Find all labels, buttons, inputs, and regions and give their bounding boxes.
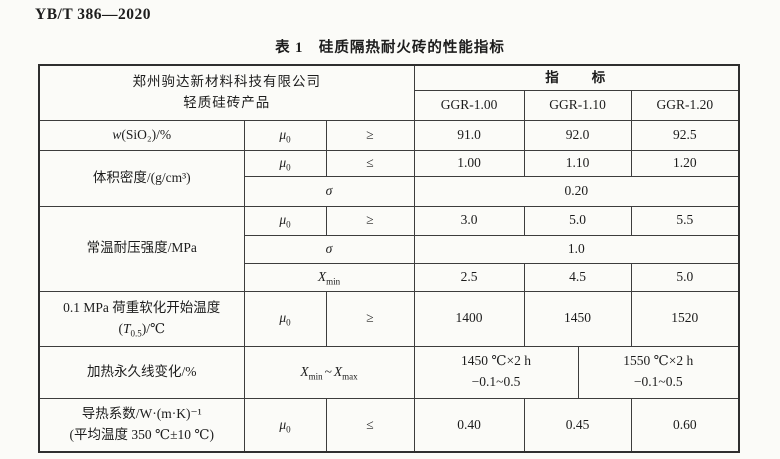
sio2-label-rest: (SiO₂)/% <box>121 126 172 142</box>
tilde-symbol: ~ <box>324 363 332 379</box>
xmin-subscript: min <box>308 371 323 382</box>
row-linear-change: 加热永久线变化/% Xmin ~ Xmax 1450 ℃×2 h −0.1~0.5 … <box>38 345 740 399</box>
property-label-crushing: 常温耐压强度/MPa <box>38 205 245 292</box>
mu-symbol: μ <box>279 154 287 170</box>
value-cell: 1450 <box>523 290 632 347</box>
stat-symbol-cell: μ0 <box>243 397 327 453</box>
xmin-symbol: X <box>300 363 309 379</box>
indicator-header-cell: 指 标 <box>413 64 740 91</box>
company-header-cell: 郑州驹达新材料科技有限公司 轻质硅砖产品 <box>38 64 415 121</box>
value-cell: 0.45 <box>523 397 632 453</box>
value-cell: 2.5 <box>413 262 525 292</box>
row-softening-temp: 0.1 MPa 荷重软化开始温度 (T0.5)/℃ μ0 ≥ 1400 1450… <box>38 290 740 347</box>
xmax-subscript: max <box>342 371 358 382</box>
property-label-sio2: w(SiO₂)/% <box>38 119 245 151</box>
value-cell-condition2: 1550 ℃×2 h −0.1~0.5 <box>577 345 740 399</box>
row-sio2: w(SiO₂)/% μ0 ≥ 91.0 92.0 92.5 <box>38 119 740 151</box>
xmin-symbol: X <box>317 268 327 284</box>
xrange-symbol-cell: Xmin ~ Xmax <box>243 345 415 399</box>
softening-label-post: )/℃ <box>141 320 166 336</box>
row-crushing-mu: 常温耐压强度/MPa μ0 ≥ 3.0 5.0 5.5 <box>38 205 740 292</box>
value-cell: 91.0 <box>413 119 525 151</box>
standard-code: YB/T 386—2020 <box>35 6 152 23</box>
row-crushing-xmin: Xmin 2.5 4.5 5.0 <box>39 262 740 292</box>
property-label-conductivity: 导热系数/W·(m·K)⁻¹ (平均温度 350 ℃±10 ℃) <box>38 397 245 453</box>
header-row-indicator: 郑州驹达新材料科技有限公司 轻质硅砖产品 指 标 <box>38 64 740 121</box>
row-thermal-conductivity: 导热系数/W·(m·K)⁻¹ (平均温度 350 ℃±10 ℃) μ0 ≤ 0.… <box>38 397 740 453</box>
header-row-grades: GGR-1.00 GGR-1.10 GGR-1.20 <box>39 89 740 121</box>
relation-symbol: ≥ <box>325 205 415 236</box>
mu-subscript: 0 <box>286 134 291 145</box>
table-caption: 表 1 硅质隔热耐火砖的性能指标 <box>275 40 505 56</box>
mu-symbol: μ <box>279 310 287 326</box>
grade-cell: GGR-1.00 <box>413 89 525 121</box>
softening-label-line2: (T0.5)/℃ <box>43 319 241 340</box>
condition2-range: −0.1~0.5 <box>633 374 683 389</box>
product-name: 轻质硅砖产品 <box>183 94 271 110</box>
t-symbol: T <box>122 320 131 336</box>
stat-symbol-cell: μ0 <box>243 205 327 236</box>
relation-symbol: ≥ <box>325 290 415 347</box>
row-bulk-density-mu: 体积密度/(g/cm³) μ0 ≤ 1.00 1.10 1.20 <box>38 149 740 207</box>
grade-cell: GGR-1.10 <box>523 89 632 121</box>
sio2-label-symbol: w <box>112 126 122 142</box>
property-label-linear-change: 加热永久线变化/% <box>38 345 245 399</box>
mu-subscript: 0 <box>286 424 291 435</box>
company-name: 郑州驹达新材料科技有限公司 <box>132 73 321 89</box>
value-cell: 1.00 <box>413 149 525 177</box>
t-subscript: 0.5 <box>130 328 142 339</box>
relation-symbol: ≤ <box>325 397 415 453</box>
mu-symbol: μ <box>279 126 287 142</box>
conductivity-label-line2: (平均温度 350 ℃±10 ℃) <box>69 426 214 442</box>
mu-subscript: 0 <box>286 162 291 173</box>
value-cell: 5.5 <box>630 205 740 236</box>
softening-label-pre: ( <box>118 320 123 336</box>
relation-symbol: ≤ <box>325 149 415 177</box>
stat-symbol-cell: μ0 <box>243 119 327 151</box>
condition1-temp: 1450 ℃×2 h <box>461 353 531 369</box>
value-cell: 1.0 <box>413 234 740 264</box>
value-cell: 5.0 <box>523 205 632 236</box>
stat-symbol-cell: μ0 <box>243 290 327 347</box>
xmax-symbol: X <box>333 363 343 379</box>
conductivity-label-line1: 导热系数/W·(m·K)⁻¹ <box>81 405 202 421</box>
value-cell: 92.5 <box>630 119 740 151</box>
grade-cell: GGR-1.20 <box>630 89 740 121</box>
value-cell: 4.5 <box>523 262 632 292</box>
value-cell: 1400 <box>413 290 525 347</box>
sigma-symbol: σ <box>243 234 415 264</box>
value-cell: 0.40 <box>413 397 525 453</box>
value-cell: 1.20 <box>630 149 740 177</box>
mu-symbol: μ <box>279 212 287 228</box>
mu-subscript: 0 <box>286 220 291 231</box>
value-cell: 1.10 <box>523 149 632 177</box>
value-cell: 0.60 <box>630 397 740 453</box>
relation-symbol: ≥ <box>325 119 415 151</box>
xmin-subscript: min <box>326 276 341 287</box>
value-cell: 1520 <box>630 290 740 347</box>
value-cell: 3.0 <box>413 205 525 236</box>
mu-subscript: 0 <box>286 318 291 329</box>
value-cell: 92.0 <box>523 119 632 151</box>
stat-symbol-cell: μ0 <box>243 149 327 177</box>
sigma-symbol: σ <box>243 175 415 207</box>
value-cell: 5.0 <box>630 262 740 292</box>
condition1-range: −0.1~0.5 <box>471 374 521 389</box>
mu-symbol: μ <box>279 416 287 432</box>
condition2-temp: 1550 ℃×2 h <box>623 353 694 369</box>
xmin-symbol-cell: Xmin <box>243 262 415 292</box>
value-cell-condition1: 1450 ℃×2 h −0.1~0.5 <box>413 345 579 399</box>
softening-label-line1: 0.1 MPa 荷重软化开始温度 <box>63 299 221 315</box>
row-crushing-sigma: σ 1.0 <box>39 234 740 264</box>
value-cell: 0.20 <box>413 175 740 207</box>
property-label-bulk-density: 体积密度/(g/cm³) <box>38 149 245 207</box>
property-label-softening: 0.1 MPa 荷重软化开始温度 (T0.5)/℃ <box>38 290 245 347</box>
spec-table: 郑州驹达新材料科技有限公司 轻质硅砖产品 指 标 GGR-1.00 GGR-1.… <box>38 64 741 453</box>
